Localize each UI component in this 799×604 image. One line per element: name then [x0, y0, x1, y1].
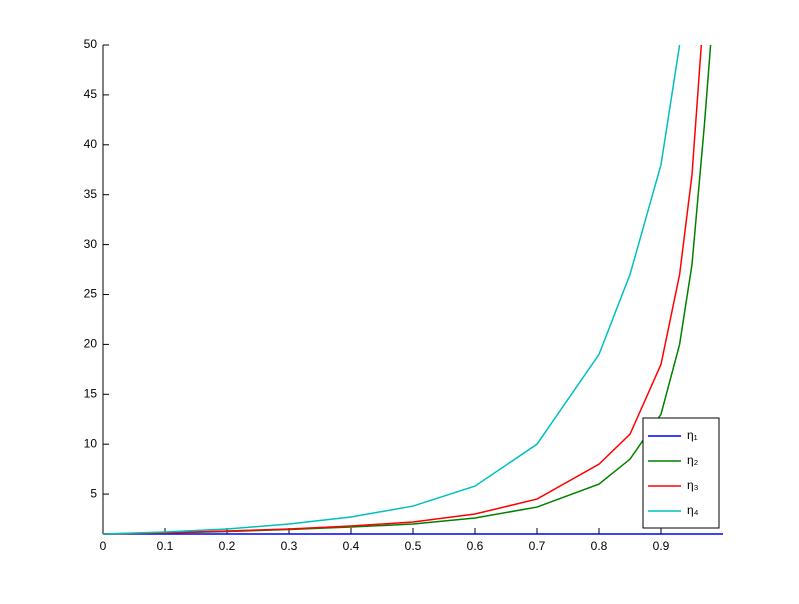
- x-tick-label: 0.8: [591, 539, 608, 553]
- legend-label: η₁: [687, 428, 698, 442]
- y-tick-label: 40: [84, 137, 98, 151]
- legend-label: η₂: [687, 453, 699, 467]
- x-tick-label: 0.4: [343, 539, 360, 553]
- x-tick-label: 0: [100, 539, 107, 553]
- x-tick-label: 0.7: [529, 539, 546, 553]
- x-tick-label: 0.1: [157, 539, 174, 553]
- x-tick-label: 0.9: [653, 539, 670, 553]
- legend-label: η₄: [687, 503, 699, 517]
- y-tick-label: 35: [84, 187, 98, 201]
- y-tick-label: 25: [84, 287, 98, 301]
- x-tick-label: 0.5: [405, 539, 422, 553]
- line-series: [102, 44, 681, 535]
- y-tick-label: 30: [84, 237, 98, 251]
- y-tick-label: 20: [84, 337, 98, 351]
- x-tick-label: 0.3: [281, 539, 298, 553]
- y-tick-label: 5: [90, 486, 97, 500]
- y-tick-label: 15: [84, 386, 98, 400]
- legend-label: η₃: [687, 478, 699, 492]
- y-tick-label: 50: [84, 37, 98, 51]
- line-series: [102, 44, 703, 535]
- line-series: [102, 44, 712, 535]
- x-tick-label: 0.6: [467, 539, 484, 553]
- x-tick-label: 0.2: [219, 539, 236, 553]
- y-tick-label: 10: [84, 436, 98, 450]
- y-tick-label: 45: [84, 87, 98, 101]
